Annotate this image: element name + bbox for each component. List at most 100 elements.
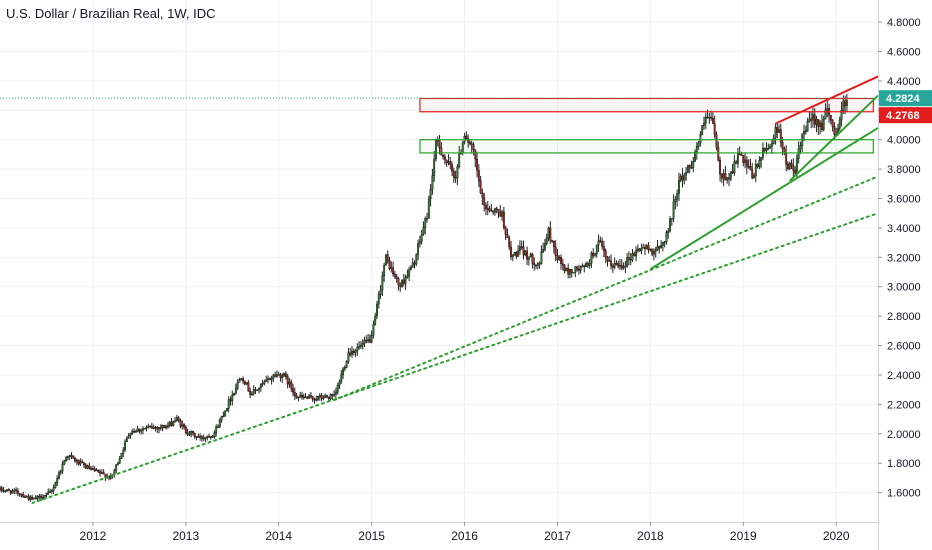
candle-body: [429, 189, 432, 200]
candle-body: [202, 437, 205, 440]
time-axis[interactable]: 2012 2013 2014 2015 2016 2017 2018 2019 2020: [0, 522, 878, 550]
candle-body: [13, 489, 16, 492]
candle-body: [454, 177, 457, 179]
trend-line[interactable]: [31, 212, 879, 504]
candle-body: [742, 155, 745, 163]
candle-body: [9, 490, 12, 494]
candle-body: [365, 340, 368, 342]
candle-body: [233, 393, 236, 396]
candle-body: [270, 377, 273, 381]
candle-body: [395, 276, 398, 279]
candle-body: [200, 436, 203, 439]
candle-body: [458, 153, 461, 167]
candle-body: [159, 427, 162, 429]
candle-body: [367, 339, 370, 342]
candle-body: [20, 494, 23, 496]
candle-body: [136, 428, 139, 432]
candle-body: [479, 180, 482, 194]
candle-body: [18, 493, 21, 495]
candle-body: [799, 145, 802, 150]
drawings-layer[interactable]: [0, 75, 879, 504]
candle-body: [118, 458, 121, 464]
candle-body: [815, 119, 818, 125]
candle-body: [797, 148, 800, 159]
candle-body: [65, 457, 68, 461]
candle-body: [422, 227, 425, 235]
y-tick-label: 4.4000: [887, 76, 921, 88]
candle-body: [658, 246, 661, 249]
price-label-text: 4.2824: [886, 93, 921, 105]
candle-body: [667, 230, 670, 233]
candle-body: [844, 100, 847, 106]
candle-body: [292, 388, 294, 393]
candle-body: [418, 241, 421, 244]
candle-body: [529, 253, 532, 257]
trend-line[interactable]: [333, 175, 879, 401]
candle-body: [368, 339, 371, 343]
candle-body: [254, 389, 257, 391]
trend-line[interactable]: [789, 94, 879, 182]
candle-body: [288, 381, 291, 385]
candle-body: [236, 382, 239, 389]
candle-body: [102, 472, 105, 475]
y-tick-label: 1.8000: [887, 458, 921, 470]
trend-line[interactable]: [775, 75, 879, 125]
candle-body: [29, 496, 32, 500]
candle-body: [781, 142, 784, 149]
x-tick-label: 2015: [358, 529, 385, 543]
price-axis[interactable]: 1.6000 1.8000 2.0000 2.2000 2.4000 2.6000 2.80…: [878, 0, 932, 550]
candle-body: [531, 253, 534, 264]
candle-body: [336, 384, 339, 393]
trend-line[interactable]: [649, 127, 879, 270]
candle-body: [708, 117, 711, 119]
candle-body: [754, 163, 757, 177]
candle-body: [52, 487, 55, 491]
candle-body: [424, 218, 427, 228]
price-label-badge: [879, 107, 932, 124]
time-axis-background: [0, 522, 878, 550]
candle-body: [88, 465, 91, 469]
candle-body: [792, 165, 795, 171]
candle-body: [11, 490, 14, 494]
price-label-text: 4.2768: [886, 110, 920, 122]
candle-body: [392, 267, 395, 275]
candle-body: [275, 374, 278, 377]
candle-body: [150, 426, 153, 429]
candle-body: [141, 428, 144, 431]
candle-body: [456, 166, 459, 179]
candle-body: [315, 399, 318, 401]
y-tick-label: 3.6000: [887, 194, 921, 206]
zone-rectangle[interactable]: [419, 139, 874, 154]
candle-body: [406, 275, 409, 279]
candle-body: [333, 394, 336, 396]
candle-body: [384, 254, 387, 266]
candle-body: [63, 460, 66, 465]
candle-body: [15, 489, 18, 492]
candle-body: [272, 374, 275, 379]
candle-body: [36, 495, 39, 500]
candle-body: [669, 218, 671, 232]
candle-body: [488, 208, 491, 211]
candle-body: [426, 218, 428, 220]
candle-body: [452, 170, 455, 178]
candle-body: [318, 395, 321, 397]
candle-body: [6, 489, 9, 491]
candle-body: [678, 180, 680, 194]
candle-body: [728, 177, 730, 180]
candle-body: [635, 250, 638, 257]
candle-body: [477, 170, 480, 181]
candle-body: [27, 496, 30, 500]
candle-body: [602, 246, 605, 251]
candle-body: [833, 126, 836, 135]
candle-body: [172, 421, 175, 426]
candle-body: [295, 395, 298, 398]
candle-body: [576, 266, 579, 270]
candle-body: [719, 160, 722, 175]
candle-body: [86, 465, 89, 469]
candle-body: [261, 383, 264, 385]
candle-body: [245, 382, 248, 385]
zone-rectangle[interactable]: [419, 97, 874, 113]
candle-body: [145, 427, 148, 429]
candle-body: [225, 408, 228, 411]
candle-body: [56, 478, 59, 484]
